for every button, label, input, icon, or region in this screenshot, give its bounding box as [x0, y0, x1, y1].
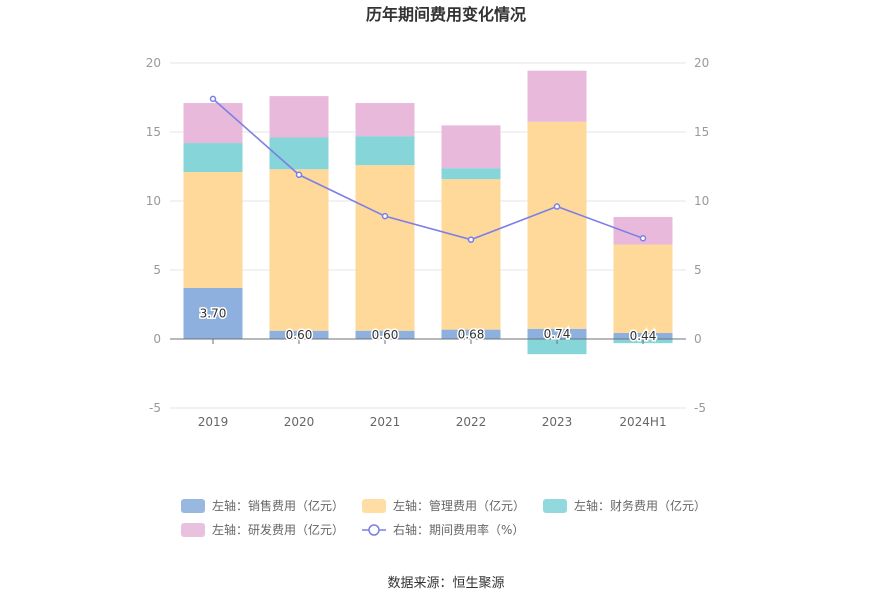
bar-segment [355, 136, 415, 166]
bar-segment [269, 137, 329, 170]
bar-segment [441, 179, 501, 330]
bar-segment [269, 169, 329, 331]
rate-line [212, 98, 644, 241]
bar-segment [355, 330, 415, 339]
legend-line-marker [368, 524, 380, 536]
bar-segment [613, 244, 673, 333]
sales-value-label: 0.60 [286, 328, 313, 342]
legend-label: 左轴：财务费用（亿元） [574, 498, 706, 513]
right-y-tick-label: 0 [694, 332, 702, 346]
rate-point [467, 236, 475, 243]
source-note: 数据来源：恒生聚源 [387, 576, 504, 591]
rate-line-group [209, 95, 647, 243]
axis-group: -5 0 5 10 15 20 -5 0 5 10 15 20 2019 2020 2021 2022 2023… [146, 56, 710, 429]
bar-segment [441, 329, 501, 339]
bar-segment [269, 330, 329, 339]
rate-point [209, 95, 217, 103]
bar-segment [527, 339, 587, 355]
bar-segment [613, 332, 673, 339]
bar-segment [355, 103, 415, 137]
legend-swatch [181, 523, 205, 537]
legend-swatch [181, 499, 205, 513]
bar-segment [441, 125, 501, 169]
legend-swatch [362, 499, 386, 513]
bar-segment [441, 168, 501, 180]
right-y-tick-label: 5 [694, 263, 702, 277]
x-tick-label: 2024H1 [619, 415, 666, 429]
bar-segment [269, 96, 329, 138]
grid-lines [170, 62, 686, 409]
sales-value-label: 0.44 [630, 329, 657, 343]
bar-segment [183, 143, 243, 173]
x-tick-label: 2021 [370, 415, 401, 429]
left-y-tick-label: 0 [153, 332, 161, 346]
legend-swatch [543, 499, 567, 513]
right-y-tick-label: 20 [694, 56, 709, 70]
bar-segment [355, 165, 415, 331]
right-y-tick-label: 15 [694, 125, 709, 139]
legend: 左轴：销售费用（亿元） 左轴：管理费用（亿元） 左轴：财务费用（亿元） 左轴：研发费用… [181, 498, 706, 537]
bar-segment [183, 172, 243, 288]
sales-value-label: 0.60 [372, 328, 399, 342]
rate-point [553, 203, 561, 210]
bar-segment [527, 328, 587, 339]
legend-label: 右轴：期间费用率（%） [393, 522, 524, 537]
rate-point [639, 235, 647, 242]
legend-label: 左轴：销售费用（亿元） [212, 498, 344, 513]
data-label-group: 3.70 0.60 0.60 0.68 0.74 0.44 [198, 305, 658, 344]
rate-point [381, 212, 389, 220]
x-tick-label: 2019 [198, 415, 229, 429]
sales-value-label: 0.68 [458, 327, 485, 341]
left-y-tick-label: 5 [153, 263, 161, 277]
right-y-tick-label: -5 [694, 401, 706, 415]
x-tick-label: 2020 [284, 415, 315, 429]
bar-segment [183, 287, 243, 339]
sales-value-label: 0.74 [544, 327, 571, 341]
left-y-tick-label: 15 [146, 125, 161, 139]
x-tick-label: 2023 [542, 415, 573, 429]
legend-label: 左轴：研发费用（亿元） [212, 522, 344, 537]
rate-point [295, 171, 303, 179]
left-y-tick-label: -5 [149, 401, 161, 415]
legend-label: 左轴：管理费用（亿元） [393, 498, 525, 513]
bar-segment [527, 70, 587, 122]
bar-segment [527, 121, 587, 329]
left-y-tick-label: 10 [146, 194, 161, 208]
chart-title: 历年期间费用变化情况 [366, 5, 526, 24]
sales-value-label: 3.70 [200, 306, 227, 320]
right-y-tick-label: 10 [694, 194, 709, 208]
bar-segment [183, 103, 243, 144]
bar-stack-group [183, 70, 673, 355]
x-tick-label: 2022 [456, 415, 487, 429]
left-y-tick-label: 20 [146, 56, 161, 70]
